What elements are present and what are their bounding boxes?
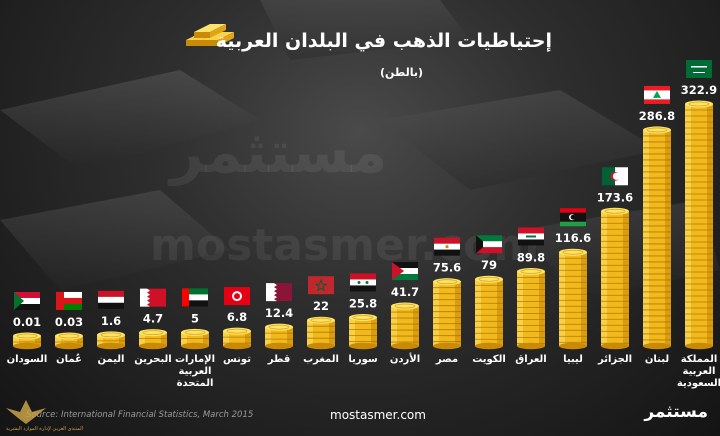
oman-flag bbox=[56, 291, 82, 310]
watermark-arabic: مستثمر bbox=[170, 118, 388, 186]
value-label: 0.01 bbox=[13, 315, 41, 329]
category-label: اليمن bbox=[98, 354, 125, 365]
category-label: قطر bbox=[267, 354, 291, 365]
uae-flag bbox=[182, 288, 208, 307]
coin-stack bbox=[433, 278, 461, 350]
category-label: السودان bbox=[7, 354, 48, 365]
category-label: الأردن bbox=[390, 352, 420, 365]
lebanon-flag bbox=[644, 85, 670, 104]
category-label: الكويت bbox=[472, 354, 506, 365]
egypt-flag bbox=[434, 237, 460, 256]
category-label: الإمارات bbox=[175, 354, 215, 365]
site-link[interactable]: mostasmer.com bbox=[330, 408, 426, 422]
value-label: 79 bbox=[481, 258, 497, 272]
value-label: 41.7 bbox=[391, 285, 419, 299]
value-label: 0.03 bbox=[55, 315, 83, 329]
chart-title: إحتياطيات الذهب في البلدان العربية bbox=[215, 30, 552, 52]
tunisia-flag bbox=[224, 287, 250, 306]
sudan-flag bbox=[14, 291, 40, 310]
coin-stack bbox=[181, 328, 209, 350]
coin-stack bbox=[517, 267, 545, 350]
brand-logo: مستثمر bbox=[644, 402, 708, 422]
value-label: 22 bbox=[313, 299, 329, 313]
forum-logo-icon bbox=[6, 400, 46, 424]
category-label: ليبيا bbox=[563, 354, 583, 365]
category-label: البحرين bbox=[134, 354, 171, 365]
category-label: المغرب bbox=[303, 354, 339, 365]
syria-flag bbox=[350, 273, 376, 292]
value-label: 116.6 bbox=[555, 231, 591, 245]
coin-stack bbox=[139, 329, 167, 350]
unit-label: (بالطن) bbox=[380, 66, 424, 79]
value-label: 89.8 bbox=[517, 250, 545, 264]
coin-stack bbox=[349, 313, 377, 350]
coin-stack bbox=[265, 323, 293, 350]
bahrain-flag bbox=[140, 288, 166, 307]
watermark-latin: mostasmer.com bbox=[150, 220, 540, 271]
iraq-flag bbox=[518, 227, 544, 246]
value-label: 322.9 bbox=[681, 83, 717, 97]
value-label: 12.4 bbox=[265, 306, 293, 320]
coin-stack bbox=[643, 126, 671, 350]
saudi-flag bbox=[686, 60, 712, 78]
value-label: 75.6 bbox=[433, 261, 461, 275]
value-label: 5 bbox=[191, 311, 199, 325]
category-label: السعودية bbox=[677, 378, 720, 389]
morocco-flag bbox=[308, 276, 334, 295]
value-label: 25.8 bbox=[349, 296, 377, 310]
coin-stack bbox=[97, 331, 125, 350]
category-label: العربية bbox=[683, 366, 716, 377]
category-label: المتحدة bbox=[177, 378, 214, 389]
yemen-flag bbox=[98, 290, 124, 309]
value-label: 286.8 bbox=[639, 109, 675, 123]
value-label: 6.8 bbox=[227, 310, 247, 324]
kuwait-flag bbox=[476, 235, 502, 254]
coin-stack bbox=[13, 332, 41, 350]
algeria-flag bbox=[602, 167, 628, 186]
category-label: سوريا bbox=[348, 354, 378, 365]
coin-stack bbox=[55, 332, 83, 350]
category-label: العربية bbox=[179, 366, 212, 377]
category-label: لبنان bbox=[645, 354, 669, 365]
coin-stack bbox=[601, 207, 629, 350]
coin-stack bbox=[391, 302, 419, 350]
source-note: Source: International Financial Statisti… bbox=[26, 410, 254, 420]
forum-logo-text: المنتدى العربي لإدارة الموارد البشرية bbox=[6, 426, 83, 432]
category-label: الجزائر bbox=[597, 354, 632, 365]
category-label: تونس bbox=[223, 354, 251, 365]
category-label: مصر bbox=[435, 354, 458, 365]
category-label: عُمان bbox=[56, 353, 82, 365]
libya-flag bbox=[560, 208, 586, 227]
category-label: العراق bbox=[515, 354, 546, 365]
coin-stack bbox=[559, 248, 587, 350]
coin-stack bbox=[223, 327, 251, 350]
jordan-flag bbox=[392, 262, 418, 281]
value-label: 4.7 bbox=[143, 312, 163, 326]
value-label: 173.6 bbox=[597, 190, 633, 204]
value-label: 1.6 bbox=[101, 314, 121, 328]
coin-stack bbox=[307, 316, 335, 350]
coin-stack bbox=[685, 100, 713, 350]
qatar-flag bbox=[266, 283, 292, 302]
category-label: المملكة bbox=[681, 354, 718, 365]
gold-bars-icon bbox=[186, 24, 234, 46]
coin-stack bbox=[475, 275, 503, 350]
